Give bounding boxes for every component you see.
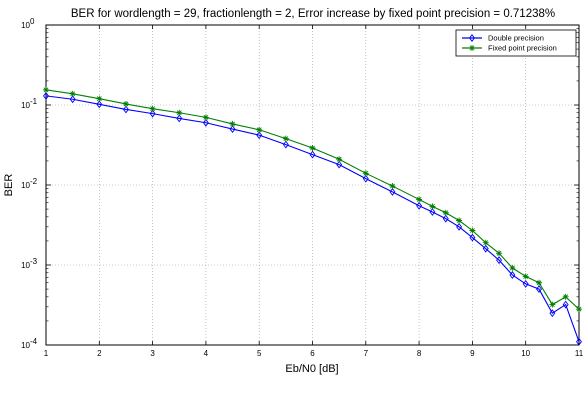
x-tick-label: 5 (257, 349, 262, 358)
data-point (442, 214, 449, 223)
data-point (509, 264, 516, 271)
data-point (469, 227, 476, 234)
x-tick-label: 10 (521, 349, 530, 358)
data-point (549, 301, 556, 308)
data-point (69, 95, 76, 104)
data-point (149, 105, 156, 112)
data-point (456, 222, 463, 231)
data-point (549, 309, 556, 318)
x-tick-label: 1 (44, 349, 49, 358)
series-layer (43, 86, 582, 346)
data-point (469, 34, 475, 42)
x-tick-label: 3 (150, 349, 155, 358)
data-point (176, 109, 183, 116)
legend-label: Fixed point precision (488, 44, 557, 53)
y-tick-exponent: -3 (30, 257, 38, 266)
data-point (43, 86, 49, 93)
data-point (469, 45, 475, 51)
x-tick-label: 7 (364, 349, 369, 358)
data-point (282, 135, 289, 142)
x-axis-ticks: 1 2 3 4 5 6 7 8 9 10 11 (44, 25, 584, 358)
chart-title: BER for wordlength = 29, fractionlength … (71, 8, 555, 20)
data-point (576, 306, 582, 313)
data-point (229, 120, 236, 127)
data-point (482, 244, 489, 253)
data-point (482, 239, 489, 246)
data-point (122, 105, 129, 114)
grid (45, 25, 580, 345)
data-point (429, 208, 436, 216)
x-tick-label: 9 (470, 349, 475, 358)
data-point (509, 271, 516, 279)
data-point (389, 187, 396, 196)
x-tick-label: 2 (97, 349, 102, 358)
data-point (43, 91, 49, 100)
x-tick-label: 6 (310, 349, 315, 358)
y-tick-exponent: -1 (30, 97, 38, 106)
data-point (336, 160, 343, 169)
data-point (176, 114, 183, 123)
data-point (416, 201, 423, 210)
y-tick-label: 10 (21, 261, 30, 270)
data-point (416, 196, 423, 203)
series (43, 91, 582, 346)
y-tick-label: 10 (21, 101, 30, 110)
data-point (202, 118, 209, 127)
data-point (362, 174, 369, 183)
x-tick-label: 11 (575, 349, 584, 358)
data-point (282, 140, 289, 149)
data-point (456, 217, 463, 224)
data-point (469, 233, 476, 242)
data-point (229, 125, 236, 134)
y-tick-label: 10 (21, 341, 30, 350)
data-point (536, 285, 542, 294)
data-point (122, 100, 129, 107)
data-point (256, 126, 263, 133)
legend-box (455, 29, 577, 57)
data-point (336, 156, 343, 163)
legend-label: Double precision (488, 34, 544, 43)
data-point (309, 150, 316, 159)
y-tick-exponent: 0 (30, 17, 35, 26)
series (43, 86, 582, 313)
data-point (389, 183, 396, 190)
y-tick-exponent: -2 (30, 177, 38, 186)
y-tick-label: 10 (21, 21, 30, 30)
data-point (96, 100, 103, 109)
data-point (362, 170, 369, 177)
data-point (562, 300, 569, 309)
x-tick-label: 4 (204, 349, 209, 358)
data-point (496, 256, 503, 265)
data-point (442, 209, 449, 216)
data-point (256, 131, 263, 140)
series-line (45, 95, 580, 342)
data-point (536, 279, 543, 286)
x-axis-label: Eb/N0 [dB] (285, 363, 338, 375)
data-point (309, 145, 316, 152)
y-axis-label: BER (3, 174, 15, 197)
x-tick-label: 8 (417, 349, 422, 358)
data-point (149, 109, 156, 118)
data-point (69, 90, 76, 97)
data-point (562, 293, 569, 300)
y-tick-label: 10 (21, 181, 30, 190)
data-point (496, 250, 503, 257)
y-tick-exponent: -4 (30, 337, 38, 346)
data-point (522, 279, 529, 288)
data-point (202, 114, 209, 121)
data-point (522, 273, 529, 280)
data-point (96, 95, 103, 102)
data-point (429, 203, 436, 210)
